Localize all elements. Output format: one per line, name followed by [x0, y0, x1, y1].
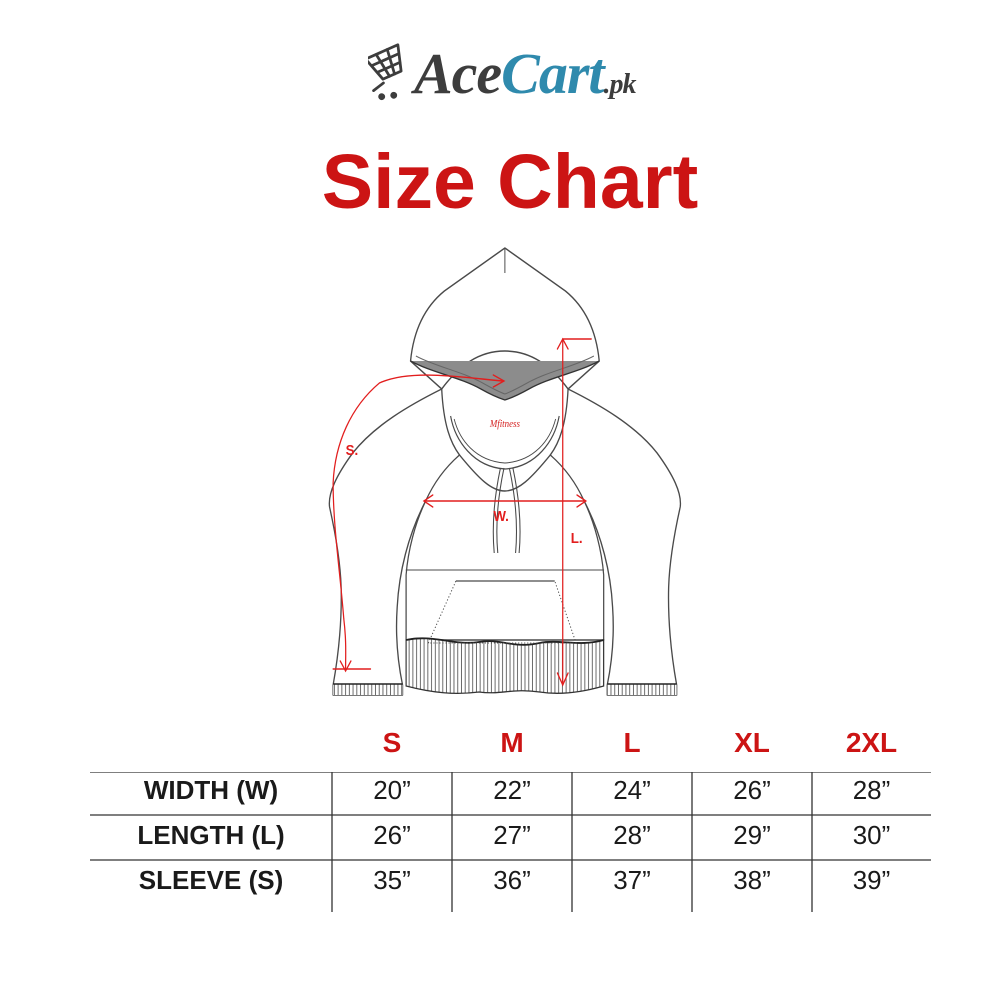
svg-text:S.: S.	[346, 442, 359, 459]
svg-text:Mfitness: Mfitness	[489, 419, 520, 431]
svg-text:L.: L.	[571, 530, 583, 547]
svg-text:W.: W.	[493, 508, 509, 525]
